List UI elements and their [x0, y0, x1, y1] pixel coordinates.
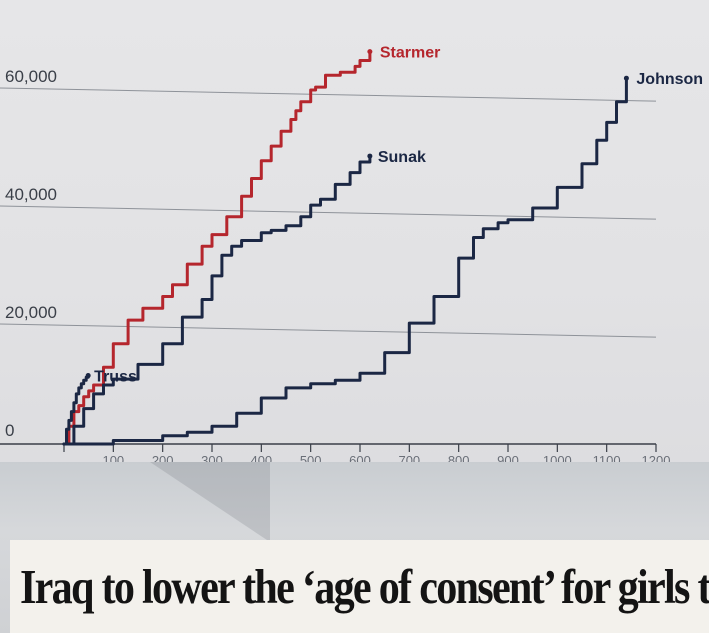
series-labels: Starmer Sunak Truss Johnson: [85, 45, 703, 386]
y-tick-label: 0: [5, 421, 14, 440]
series-endpoint: [623, 75, 629, 81]
series-endpoint: [367, 153, 373, 159]
gridlines: [0, 87, 657, 338]
series-label-sunak: Sunak: [378, 149, 426, 166]
chart-area: 0 20,000 40,000 60,000 100 200 300 400 500 600 70…: [0, 0, 709, 462]
x-tick-label: 200: [152, 453, 174, 462]
x-tick-label: 500: [300, 453, 322, 462]
headline-strip: Iraq to lower the ‘age of consent’ for g…: [10, 540, 709, 633]
series-label-truss: Truss: [94, 369, 137, 386]
gridline: [0, 87, 657, 102]
x-tick-label: 800: [448, 453, 470, 462]
series-line-starmer: [62, 50, 372, 446]
x-tick-label: 700: [398, 453, 420, 462]
x-tick-label: 1100: [593, 453, 621, 462]
x-axis: 100 200 300 400 500 600 700 800 900 1000 1100 1200: [0, 443, 671, 462]
series-line-sunak: [62, 154, 372, 446]
series-endpoint: [367, 49, 373, 55]
gridline: [0, 205, 657, 220]
x-tick-label: 400: [250, 453, 272, 462]
x-tick-label: 100: [102, 453, 124, 462]
series-endpoint: [85, 373, 91, 379]
x-tick-label: 600: [349, 453, 371, 462]
gridline: [0, 323, 657, 338]
y-tick-label: 60,000: [5, 67, 57, 86]
shadow: [150, 462, 270, 542]
x-tick-label: 900: [497, 453, 519, 462]
series-label-starmer: Starmer: [380, 45, 440, 62]
x-tick-label: 1000: [543, 453, 572, 462]
y-tick-label: 40,000: [5, 185, 57, 204]
series-label-johnson: Johnson: [636, 71, 703, 88]
headline: Iraq to lower the ‘age of consent’ for g…: [20, 559, 709, 614]
line-chart: 0 20,000 40,000 60,000 100 200 300 400 500 600 70…: [0, 45, 703, 462]
x-tick-label: 1200: [642, 453, 671, 462]
y-tick-label: 20,000: [5, 303, 57, 322]
series-line-johnson: [62, 76, 628, 446]
y-axis-ticks: 0 20,000 40,000 60,000: [5, 67, 57, 440]
series-lines: [62, 50, 628, 446]
series-line-truss: [62, 374, 90, 446]
x-tick-label: 300: [201, 453, 223, 462]
